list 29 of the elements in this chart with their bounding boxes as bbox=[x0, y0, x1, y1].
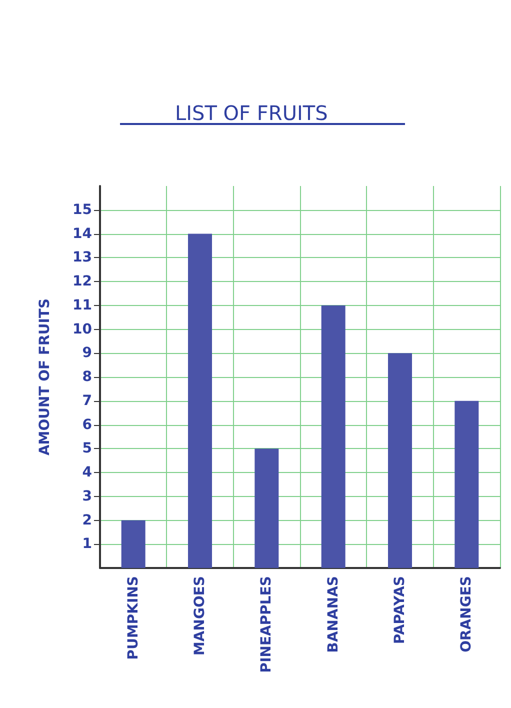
x-tick-label: PINEAPPLES bbox=[258, 576, 275, 673]
y-tick-label: 4 bbox=[82, 464, 92, 480]
bar bbox=[188, 234, 212, 568]
y-tick-label: 3 bbox=[82, 488, 92, 504]
y-tick-label: 10 bbox=[72, 321, 92, 338]
bar bbox=[321, 305, 346, 568]
chart-title: LIST OF FRUITS bbox=[175, 101, 328, 125]
bar bbox=[388, 353, 412, 568]
y-tick-label: 7 bbox=[82, 392, 92, 409]
bar bbox=[454, 400, 479, 568]
x-tick-label: BANANAS bbox=[325, 576, 342, 653]
y-tick-label: 2 bbox=[82, 512, 92, 528]
y-tick-label: 13 bbox=[72, 250, 92, 266]
y-tick-label: 14 bbox=[72, 226, 92, 242]
bar bbox=[254, 448, 279, 568]
y-tick-label: 5 bbox=[82, 440, 92, 457]
y-tick-label: 1 bbox=[82, 536, 92, 552]
x-tick-label: PAPAYAS bbox=[392, 576, 408, 644]
y-tick-label: 15 bbox=[72, 202, 92, 218]
y-axis-title: AMOUNT OF FRUITS bbox=[37, 298, 53, 456]
x-tick-label: ORANGES bbox=[458, 576, 475, 652]
x-tick-label: PUMPKINS bbox=[125, 576, 142, 660]
y-tick-label: 12 bbox=[72, 274, 92, 290]
y-tick-label: 6 bbox=[82, 416, 92, 433]
y-tick-label: 8 bbox=[82, 369, 92, 385]
y-tick-label: 11 bbox=[72, 297, 92, 314]
y-tick-label: 9 bbox=[82, 345, 92, 362]
bar bbox=[121, 520, 146, 568]
x-tick-label: MANGOES bbox=[192, 576, 208, 656]
